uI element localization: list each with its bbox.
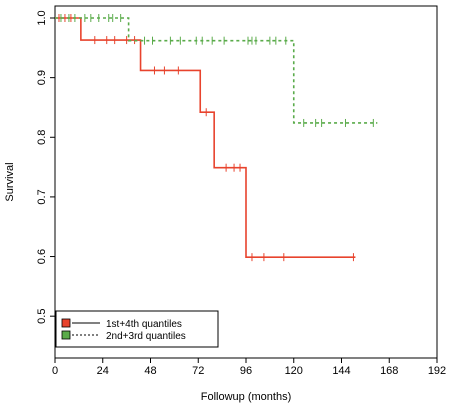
series-line-1: [55, 17, 356, 258]
legend-swatch: [61, 318, 71, 328]
series-line-2: [55, 17, 378, 124]
x-tick-label: 0: [52, 365, 58, 377]
x-axis-title: Followup (months): [201, 391, 291, 403]
x-tick-label: 144: [332, 365, 350, 377]
x-tick-label: 168: [380, 365, 398, 377]
legend-label: 1st+4th quantiles: [106, 319, 182, 330]
x-tick-label: 96: [240, 365, 252, 377]
x-tick-label: 48: [144, 365, 156, 377]
y-tick-label: 0.8: [36, 130, 48, 145]
y-tick-label: 0.5: [36, 309, 48, 324]
y-tick-label: 0.7: [36, 189, 48, 204]
legend-label: 2nd+3rd quantiles: [106, 331, 186, 342]
y-tick-label: 0.6: [36, 249, 48, 264]
y-tick-label: 0.9: [36, 70, 48, 85]
y-axis: 0.5 0.6 0.7 0.8 0.9 1.0: [36, 10, 55, 324]
legend-box: [55, 310, 219, 348]
x-tick-label: 192: [428, 365, 446, 377]
y-axis-title: Survival: [4, 162, 16, 201]
x-axis: 0 24 48 72 96 120 144 168 192: [52, 358, 446, 377]
series-layer: [55, 14, 378, 262]
legend-swatch: [61, 330, 71, 340]
x-tick-label: 120: [285, 365, 303, 377]
x-tick-label: 24: [97, 365, 109, 377]
y-tick-label: 1.0: [36, 10, 48, 25]
x-tick-label: 72: [192, 365, 204, 377]
